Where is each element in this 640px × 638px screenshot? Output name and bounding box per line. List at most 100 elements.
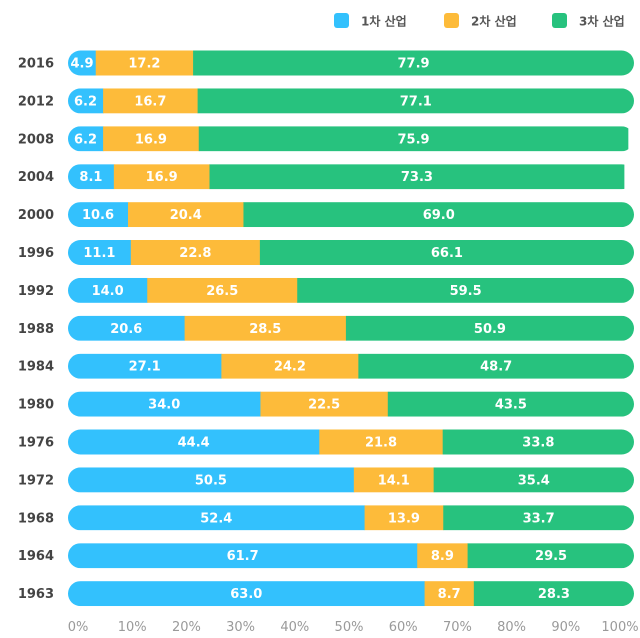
- bar-row: [68, 353, 634, 379]
- data-label: 34.0: [148, 398, 180, 413]
- x-tick-label: 0%: [68, 620, 89, 635]
- data-label: 48.7: [480, 360, 512, 375]
- bar-row: [68, 543, 634, 569]
- data-label: 35.4: [518, 473, 550, 488]
- bar-segment: [68, 429, 320, 455]
- data-label: 28.3: [538, 587, 570, 602]
- x-tick-label: 90%: [551, 620, 580, 635]
- bar-segment: [221, 353, 359, 379]
- y-tick-label: 1976: [18, 436, 54, 451]
- y-tick-label: 1984: [18, 360, 54, 375]
- bar-segment: [467, 543, 634, 569]
- bar-segment: [345, 315, 634, 341]
- legend-swatch: [552, 13, 567, 28]
- bar-row: [68, 467, 634, 493]
- y-tick-label: 2016: [18, 57, 54, 72]
- data-label: 73.3: [401, 170, 433, 185]
- x-axis-ticks: 0% 10% 20% 30% 40% 50% 60% 70% 80% 90% 100%: [68, 620, 639, 635]
- data-label: 59.5: [450, 284, 482, 299]
- bar-segment: [259, 240, 634, 265]
- bar-segment: [184, 315, 347, 341]
- bar-segment: [68, 505, 366, 531]
- y-tick-label: 1964: [18, 549, 54, 564]
- data-label: 6.2: [74, 94, 97, 109]
- bar-row: [68, 277, 634, 303]
- x-tick-label: 70%: [443, 620, 472, 635]
- bar-segment: [68, 543, 418, 569]
- data-label: 29.5: [535, 549, 567, 564]
- bar-segment: [417, 543, 469, 569]
- y-tick-label: 2012: [18, 94, 54, 109]
- bar-segment: [473, 581, 634, 607]
- bar-segment: [127, 202, 244, 228]
- bar-segment: [260, 391, 389, 417]
- bar-segment: [95, 50, 194, 76]
- legend-label: 3차 산업: [579, 14, 625, 29]
- bar-row: [68, 505, 634, 531]
- data-label: 16.9: [146, 170, 178, 185]
- bar-segment: [424, 581, 475, 607]
- data-label: 69.0: [423, 208, 455, 223]
- y-tick-label: 1968: [18, 511, 54, 526]
- data-label: 13.9: [388, 511, 420, 526]
- bar-segment: [147, 277, 298, 303]
- data-label: 16.7: [134, 94, 166, 109]
- y-tick-label: 2008: [18, 132, 54, 147]
- data-label: 21.8: [365, 436, 397, 451]
- legend-swatch: [444, 13, 459, 28]
- data-label: 22.8: [179, 246, 211, 261]
- bar-segment: [197, 88, 634, 114]
- bar-segment: [103, 88, 199, 114]
- bar-row: [68, 429, 634, 455]
- bar-segment: [358, 353, 634, 379]
- bar-segment: [433, 467, 634, 493]
- data-label: 11.1: [83, 246, 115, 261]
- bar-row: [68, 50, 634, 76]
- data-label: 20.6: [110, 322, 142, 337]
- bar-segment: [243, 202, 634, 228]
- x-tick-label: 10%: [118, 620, 147, 635]
- data-label: 28.5: [249, 322, 281, 337]
- bar-segment: [130, 240, 261, 265]
- y-tick-label: 1992: [18, 284, 54, 299]
- bar-row: [68, 202, 634, 228]
- bar-segment: [68, 126, 104, 152]
- bar-segment: [443, 505, 634, 531]
- x-tick-label: 20%: [172, 620, 201, 635]
- bar-segment: [103, 126, 200, 152]
- bar-row: [68, 581, 634, 607]
- data-label: 24.2: [274, 360, 306, 375]
- bar-row: [68, 391, 634, 417]
- data-label: 14.1: [378, 473, 410, 488]
- data-label: 27.1: [129, 360, 161, 375]
- bar-segment: [353, 467, 435, 493]
- y-tick-label: 2000: [18, 208, 54, 223]
- y-tick-label: 1972: [18, 473, 54, 488]
- bar-row: [68, 88, 634, 114]
- legend-item: 2차 산업: [444, 13, 517, 29]
- data-label: 16.9: [135, 132, 167, 147]
- data-label: 52.4: [200, 511, 232, 526]
- bar-segment: [68, 315, 186, 341]
- bar-segment: [442, 429, 634, 455]
- data-label: 6.2: [74, 132, 97, 147]
- bar-row: [68, 315, 634, 341]
- bar-segment: [387, 391, 634, 417]
- bar-segment: [297, 277, 634, 303]
- data-label: 10.6: [82, 208, 114, 223]
- y-axis-labels: 2016 2012 2008 2004 2000 1996 1992 1988 1984 1980…: [18, 57, 54, 603]
- data-label: 17.2: [128, 57, 160, 72]
- bar-segment: [68, 88, 104, 114]
- bars: 4.9 17.2 77.9 6.2 16.7 77.1 6.2 16.9 75.9 8.1 16.9…: [68, 50, 634, 607]
- data-label: 44.4: [178, 436, 210, 451]
- data-label: 63.0: [230, 587, 262, 602]
- data-label: 8.1: [79, 170, 102, 185]
- y-tick-label: 2004: [18, 170, 54, 185]
- bar-segment: [68, 277, 148, 303]
- bar-segment: [193, 50, 634, 76]
- bar-segment: [68, 391, 261, 417]
- bar-segment: [68, 202, 129, 228]
- x-tick-label: 50%: [335, 620, 364, 635]
- x-tick-label: 40%: [280, 620, 309, 635]
